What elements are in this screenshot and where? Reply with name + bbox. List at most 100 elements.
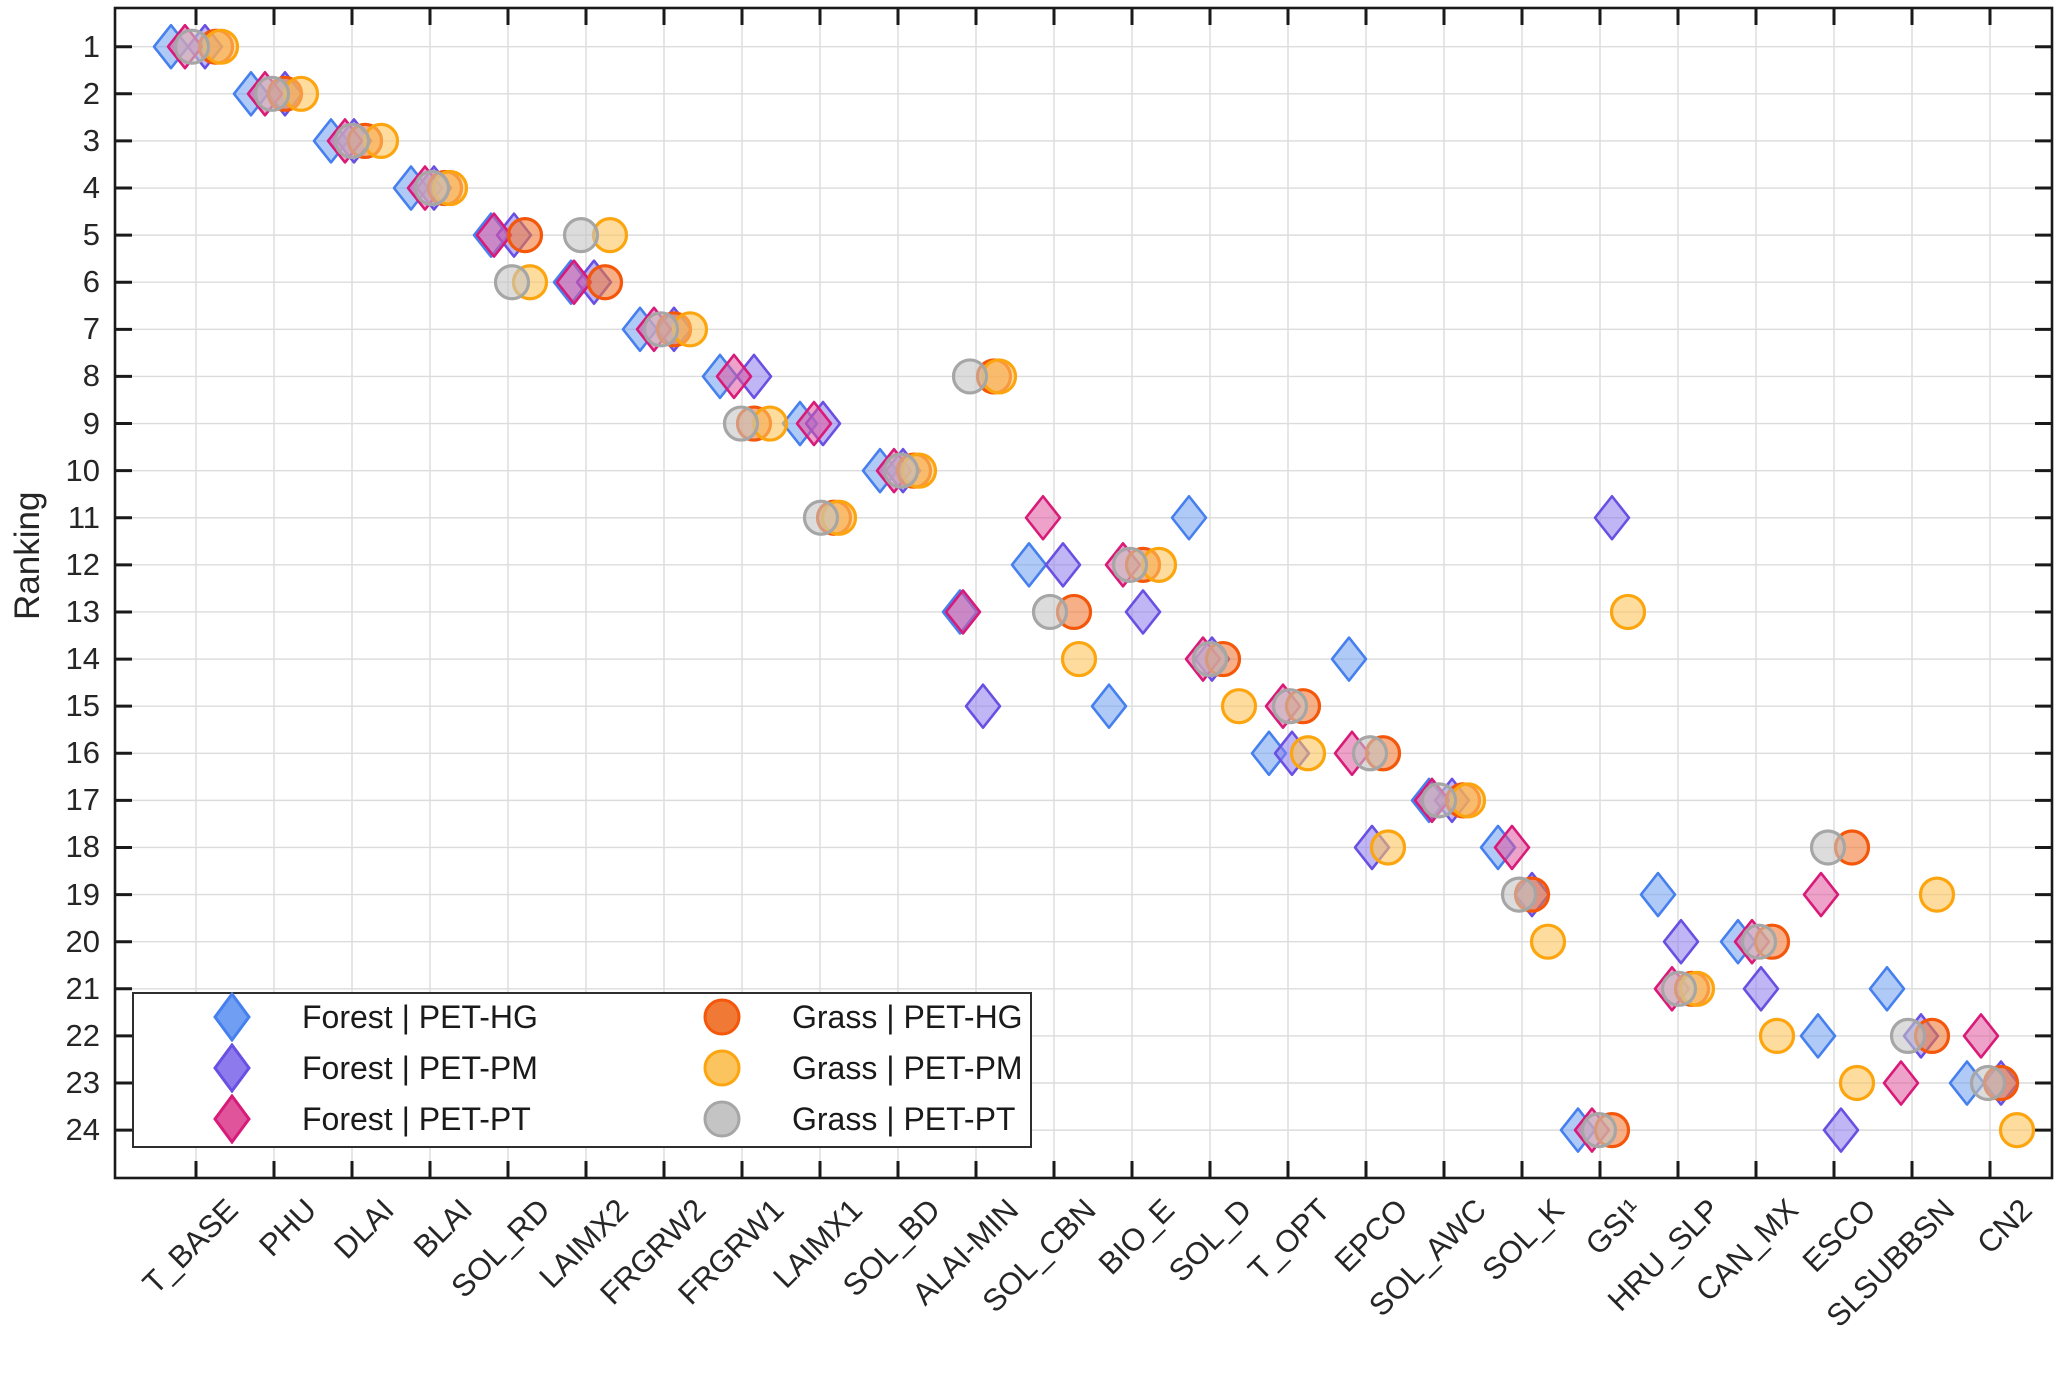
data-point-circle: [1609, 593, 1647, 631]
data-point-circle: [1220, 688, 1258, 725]
y-tick-label: 21: [65, 970, 100, 1006]
data-point-diamond: [1868, 965, 1906, 1012]
data-point-diamond: [944, 589, 982, 635]
data-point-circle: [586, 264, 624, 301]
y-tick-label: 5: [82, 217, 100, 253]
data-point-circle: [1271, 688, 1309, 725]
y-tick-label: 24: [65, 1112, 100, 1148]
y-tick-label: 15: [65, 688, 100, 724]
data-point-circle: [493, 264, 531, 301]
legend-item: Forest | PET-PM: [204, 1043, 538, 1093]
data-point-circle: [1918, 876, 1956, 913]
data-point-diamond: [1593, 494, 1631, 541]
data-point-circle: [1060, 640, 1098, 678]
data-point-circle: [1889, 1017, 1927, 1055]
data-point-circle: [882, 452, 920, 489]
legend-label: Forest | PET-HG: [302, 998, 538, 1035]
data-point-circle: [1111, 546, 1149, 583]
data-point-circle: [1420, 782, 1458, 819]
data-point-diamond: [1882, 1060, 1920, 1106]
circle-marker-icon: [703, 1100, 741, 1138]
y-tick-label: 18: [65, 829, 100, 865]
y-tick-label: 19: [65, 876, 100, 912]
data-point-diamond: [1024, 494, 1062, 541]
data-point-diamond: [1170, 494, 1208, 541]
data-point-circle: [1998, 1112, 2036, 1149]
y-tick-label: 6: [82, 264, 100, 300]
data-point-circle: [1351, 735, 1389, 772]
legend-item: Forest | PET-PT: [204, 1094, 531, 1144]
data-point-circle: [1031, 593, 1069, 631]
data-point-circle: [562, 217, 600, 254]
data-point-diamond: [964, 683, 1002, 729]
y-tick-label: 4: [82, 170, 100, 205]
data-point-circle: [1289, 735, 1327, 772]
y-tick-label: 20: [65, 923, 100, 959]
data-point-circle: [1191, 640, 1229, 678]
y-tick-label: 7: [82, 311, 100, 347]
y-tick-label: 13: [65, 593, 100, 629]
diamond-marker-icon: [213, 1094, 251, 1144]
y-tick-label: 8: [82, 358, 100, 394]
data-point-circle: [413, 169, 451, 207]
data-point-circle: [1969, 1064, 2007, 1102]
legend-item: Grass | PET-PT: [694, 1094, 1015, 1144]
data-point-circle: [802, 499, 840, 536]
y-tick-label: 11: [67, 499, 100, 535]
y-tick-label: 3: [82, 122, 100, 158]
data-point-diamond: [475, 212, 513, 258]
data-point-diamond: [795, 400, 833, 447]
circle-marker-icon: [703, 998, 741, 1036]
data-point-diamond: [1124, 589, 1162, 635]
y-tick-label: 16: [65, 735, 100, 771]
data-point-diamond: [1802, 871, 1840, 918]
diamond-marker-icon: [213, 992, 251, 1042]
data-point-circle: [1660, 970, 1698, 1007]
data-point-diamond: [1010, 542, 1048, 588]
axis-box: [113, 6, 2054, 1180]
data-point-circle: [722, 405, 760, 442]
y-tick-label: 14: [65, 641, 100, 677]
data-point-diamond: [1639, 871, 1677, 918]
data-point-circle: [333, 122, 371, 160]
data-point-diamond: [1090, 683, 1128, 729]
legend-item: Grass | PET-PM: [694, 1043, 1023, 1093]
data-point-circle: [1500, 876, 1538, 913]
legend-item: Forest | PET-HG: [204, 992, 538, 1042]
diamond-marker-icon: [213, 1043, 251, 1093]
legend-label: Grass | PET-PM: [792, 1049, 1023, 1086]
data-point-diamond: [1799, 1013, 1837, 1059]
y-tick-label: 2: [82, 75, 100, 111]
y-tick-label: 1: [82, 28, 100, 64]
data-point-diamond: [1662, 918, 1700, 965]
legend-label: Grass | PET-HG: [792, 998, 1023, 1035]
y-tick-label: 12: [65, 546, 100, 582]
y-tick-label: 9: [82, 405, 100, 441]
legend-label: Grass | PET-PT: [792, 1100, 1016, 1137]
data-point-circle: [173, 28, 211, 65]
data-point-circle: [1758, 1017, 1796, 1055]
data-point-circle: [506, 217, 544, 254]
data-point-circle: [1529, 923, 1567, 960]
y-tick-label: 17: [65, 782, 100, 818]
data-point-diamond: [1822, 1107, 1860, 1153]
legend-item: Grass | PET-HG: [694, 992, 1023, 1042]
data-point-circle: [951, 358, 989, 395]
y-tick-label: 23: [65, 1065, 100, 1100]
data-point-diamond: [1330, 636, 1368, 682]
data-point-diamond: [555, 259, 593, 306]
y-tick-label: 22: [65, 1017, 100, 1053]
data-point-diamond: [1044, 542, 1082, 588]
data-point-diamond: [1742, 965, 1780, 1012]
data-point-circle: [253, 75, 291, 112]
data-point-diamond: [715, 353, 753, 400]
legend-box: Forest | PET-HG Forest | PET-PM Forest | P…: [132, 992, 1032, 1148]
data-point-diamond: [1493, 824, 1531, 871]
data-point-circle: [1580, 1112, 1618, 1149]
data-point-circle: [1369, 829, 1407, 866]
y-tick-label: 10: [65, 452, 100, 488]
data-point-diamond: [1962, 1013, 2000, 1059]
data-point-circle: [1740, 923, 1778, 960]
legend-label: Forest | PET-PM: [302, 1049, 538, 1086]
